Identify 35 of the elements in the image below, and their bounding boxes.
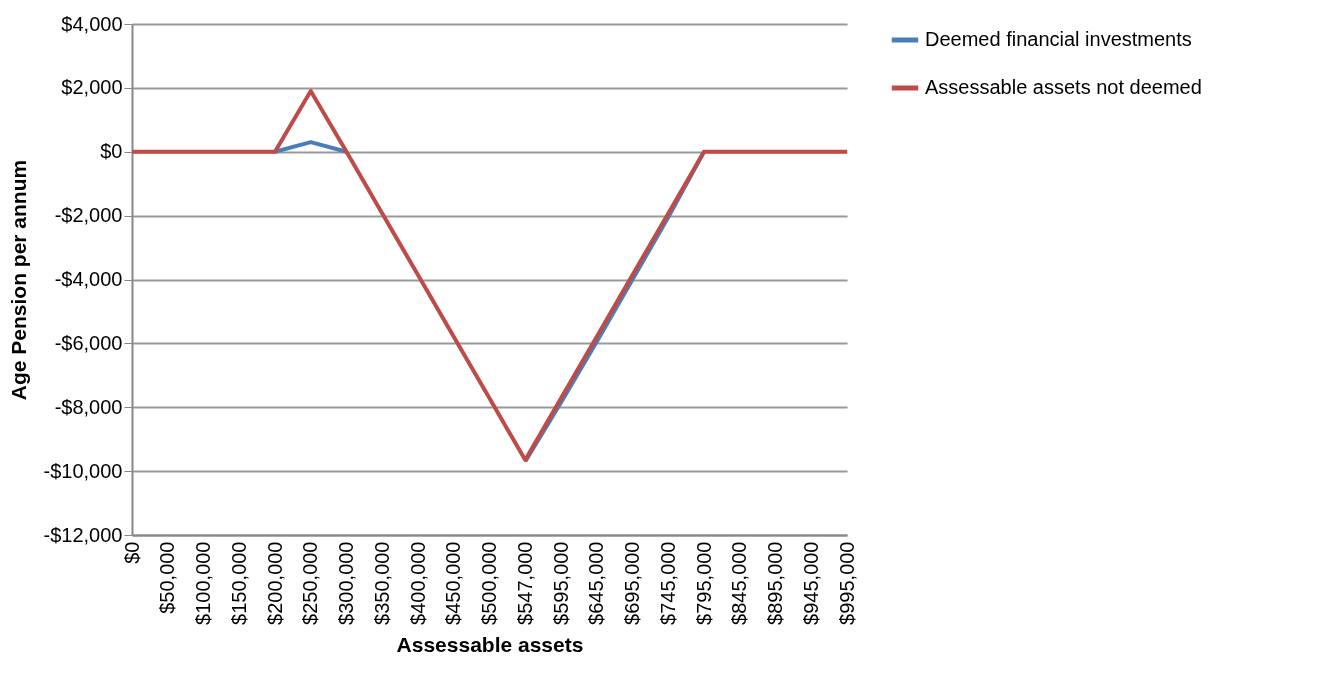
x-tick-label: $200,000 xyxy=(263,541,286,625)
x-tick-label: $100,000 xyxy=(192,541,214,625)
x-tick-label: $745,000 xyxy=(656,541,679,625)
legend-label: Assessable assets not deemed xyxy=(925,76,1202,98)
x-tick-label: $300,000 xyxy=(335,541,357,625)
x-axis-title: Assessable assets xyxy=(396,632,584,656)
x-tick-label: $795,000 xyxy=(692,541,715,625)
x-tick-label: $150,000 xyxy=(227,541,250,625)
legend-label: Deemed financial investments xyxy=(925,28,1192,50)
x-tick-label: $645,000 xyxy=(585,541,608,625)
y-tick-label: -$4,000 xyxy=(54,268,123,290)
x-tick-label: $400,000 xyxy=(406,541,429,625)
y-tick-label: $2,000 xyxy=(61,76,123,99)
x-tick-label: $945,000 xyxy=(799,541,822,625)
line-series xyxy=(130,89,849,462)
y-tick-label: $4,000 xyxy=(61,12,123,35)
x-tick-label: $500,000 xyxy=(478,541,500,625)
x-tick-label: $595,000 xyxy=(549,541,572,625)
y-tick-label: $0 xyxy=(100,140,123,163)
y-tick-label: -$6,000 xyxy=(54,331,123,354)
x-tick-label: $995,000 xyxy=(835,541,858,625)
x-tick-label: $695,000 xyxy=(621,541,643,625)
y-axis-title: Age Pension per annum xyxy=(6,159,30,401)
y-tick-label: -$10,000 xyxy=(43,459,123,482)
x-tick-label: $350,000 xyxy=(370,541,393,625)
y-tick-label: -$12,000 xyxy=(43,523,123,546)
y-tick-label: -$8,000 xyxy=(54,395,123,418)
x-tick-label: $845,000 xyxy=(728,541,751,625)
x-tick-label: $895,000 xyxy=(764,541,786,625)
x-tick-label: $250,000 xyxy=(299,541,322,625)
x-tick-label: $0 xyxy=(120,541,143,564)
x-tick-label: $50,000 xyxy=(156,541,179,614)
x-tick-label: $450,000 xyxy=(442,541,465,625)
x-tick-label: $547,000 xyxy=(513,541,536,625)
y-tick-label: -$2,000 xyxy=(54,204,123,227)
